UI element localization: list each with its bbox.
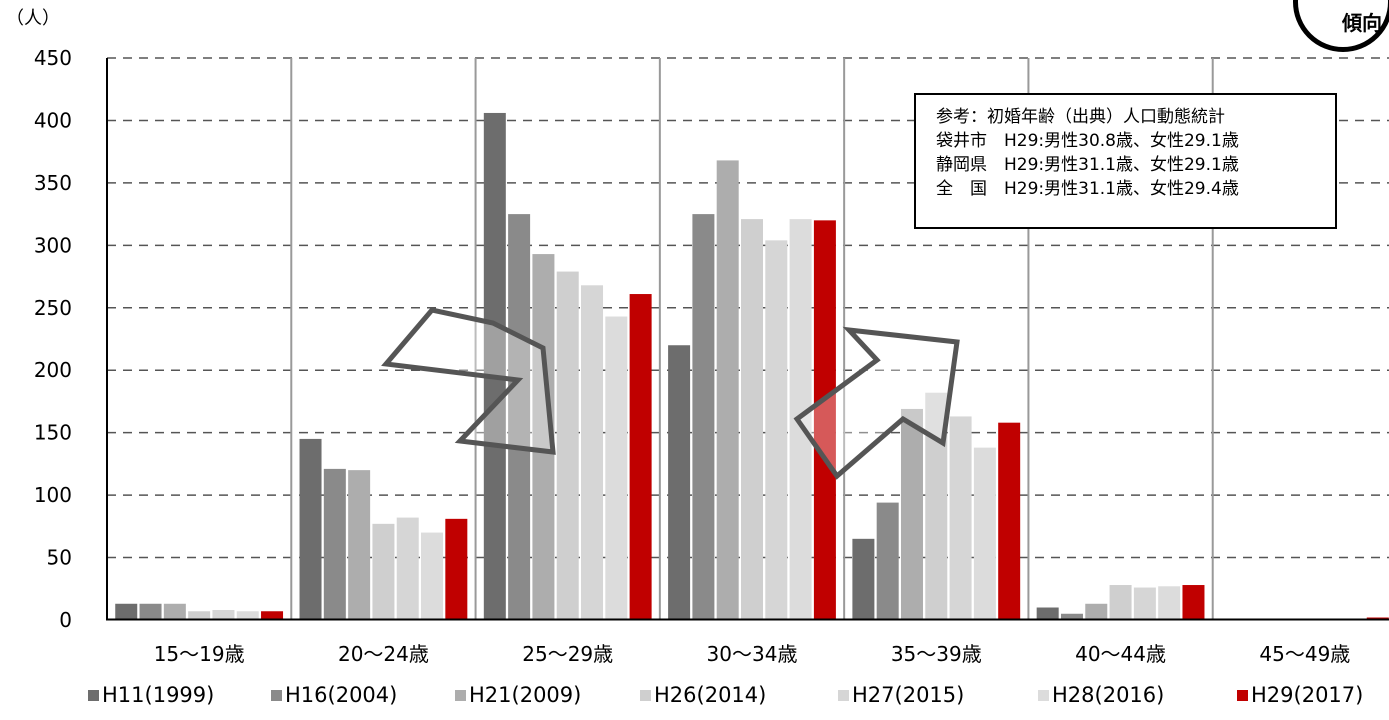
legend-swatch bbox=[640, 689, 651, 701]
reference-line: 全 国 H29:男性31.1歳、女性29.4歳 bbox=[936, 179, 1239, 199]
bar bbox=[236, 611, 259, 620]
bar bbox=[115, 603, 138, 620]
bar bbox=[629, 294, 652, 620]
bar bbox=[1182, 585, 1205, 620]
bar bbox=[876, 502, 899, 620]
bar bbox=[261, 611, 284, 620]
legend-item: H11(1999) bbox=[88, 683, 214, 707]
legend-swatch bbox=[88, 689, 99, 701]
legend-item: H29(2017) bbox=[1237, 683, 1363, 707]
bar bbox=[299, 438, 322, 620]
y-tick-label: 200 bbox=[34, 358, 72, 382]
bar bbox=[556, 271, 579, 620]
legend-item: H16(2004) bbox=[271, 683, 397, 707]
bar bbox=[1036, 607, 1059, 620]
y-tick-label: 50 bbox=[47, 546, 72, 570]
legend-label: H26(2014) bbox=[654, 683, 767, 707]
legend-label: H11(1999) bbox=[102, 683, 215, 707]
y-tick-label: 350 bbox=[34, 171, 72, 195]
y-tick-label: 0 bbox=[59, 608, 72, 632]
x-category-label: 30～34歳 bbox=[707, 642, 798, 666]
legend-label: H27(2015) bbox=[852, 683, 965, 707]
y-tick-label: 150 bbox=[34, 421, 72, 445]
trend-arrows bbox=[381, 307, 960, 480]
legend-swatch bbox=[1038, 689, 1049, 701]
bar bbox=[813, 220, 836, 620]
bar bbox=[900, 408, 923, 620]
bar-chart: （人） 0 50 100 150 200 250 300 350 400 450 15～19歳 20… bbox=[6, 8, 1389, 666]
bar bbox=[741, 219, 763, 620]
bar bbox=[188, 611, 211, 620]
arrow-up-right-icon bbox=[793, 326, 960, 480]
bar bbox=[581, 285, 604, 620]
legend-swatch bbox=[838, 689, 849, 701]
legend-swatch bbox=[455, 689, 466, 701]
arrow-down-right-icon bbox=[381, 307, 556, 455]
reference-line: 静岡県 H29:男性31.1歳、女性29.1歳 bbox=[936, 155, 1239, 175]
bar bbox=[789, 219, 812, 620]
legend-item: H27(2015) bbox=[838, 683, 964, 707]
bar bbox=[668, 345, 691, 620]
bar bbox=[765, 240, 788, 621]
legend-swatch bbox=[1237, 689, 1248, 701]
badge-text: 傾向 bbox=[1342, 11, 1382, 35]
bar bbox=[1133, 587, 1156, 620]
bar bbox=[716, 160, 739, 621]
legend-label: H28(2016) bbox=[1052, 683, 1165, 707]
x-category-label: 15～19歳 bbox=[154, 642, 245, 666]
legend-item: H28(2016) bbox=[1038, 683, 1164, 707]
bar bbox=[508, 214, 531, 620]
bar bbox=[998, 422, 1021, 620]
bar bbox=[949, 416, 972, 620]
legend-item: H26(2014) bbox=[640, 683, 766, 707]
legend-label: H16(2004) bbox=[285, 683, 398, 707]
y-axis-ticks: 0 50 100 150 200 250 300 350 400 450 bbox=[34, 46, 72, 632]
y-unit-label: （人） bbox=[6, 8, 60, 29]
bar bbox=[973, 447, 996, 620]
legend-label: H29(2017) bbox=[1251, 683, 1364, 707]
bar bbox=[605, 316, 628, 620]
x-category-label: 25～29歳 bbox=[522, 642, 613, 666]
bar bbox=[925, 392, 948, 620]
bar bbox=[692, 214, 715, 620]
bar bbox=[483, 112, 506, 620]
reference-line: 袋井市 H29:男性30.8歳、女性29.1歳 bbox=[936, 131, 1239, 151]
x-axis-categories: 15～19歳 20～24歳 25～29歳 30～34歳 35～39歳 40～44歳 45～4… bbox=[154, 642, 1351, 666]
bar bbox=[372, 523, 395, 620]
legend-label: H21(2009) bbox=[469, 683, 582, 707]
bar bbox=[1109, 585, 1132, 620]
bar bbox=[445, 518, 468, 620]
bar bbox=[1158, 586, 1181, 620]
x-category-label: 40～44歳 bbox=[1075, 642, 1166, 666]
bar bbox=[212, 610, 235, 620]
legend-swatch bbox=[271, 689, 282, 701]
x-category-label: 45～49歳 bbox=[1259, 642, 1350, 666]
legend: H11(1999) H16(2004) H21(2009) H26(2014) H27(… bbox=[0, 683, 1389, 720]
bar bbox=[421, 532, 444, 620]
y-tick-label: 400 bbox=[34, 108, 72, 132]
bar bbox=[323, 468, 346, 620]
bar bbox=[852, 538, 875, 620]
reference-box: 参考：初婚年齢（出典）人口動態統計 袋井市 H29:男性30.8歳、女性29.1… bbox=[914, 93, 1337, 229]
bars bbox=[115, 112, 1389, 621]
y-tick-label: 100 bbox=[34, 483, 72, 507]
x-category-label: 35～39歳 bbox=[891, 642, 982, 666]
bar bbox=[1085, 603, 1108, 620]
y-tick-label: 450 bbox=[34, 46, 72, 70]
x-category-label: 20～24歳 bbox=[338, 642, 429, 666]
bar bbox=[396, 517, 419, 620]
bar bbox=[1060, 613, 1083, 620]
bar bbox=[348, 470, 371, 620]
bar bbox=[163, 603, 186, 620]
reference-line: 参考：初婚年齢（出典）人口動態統計 bbox=[936, 107, 1225, 127]
y-tick-label: 300 bbox=[34, 233, 72, 257]
y-tick-label: 250 bbox=[34, 296, 72, 320]
bar bbox=[139, 603, 162, 620]
legend-item: H21(2009) bbox=[455, 683, 581, 707]
